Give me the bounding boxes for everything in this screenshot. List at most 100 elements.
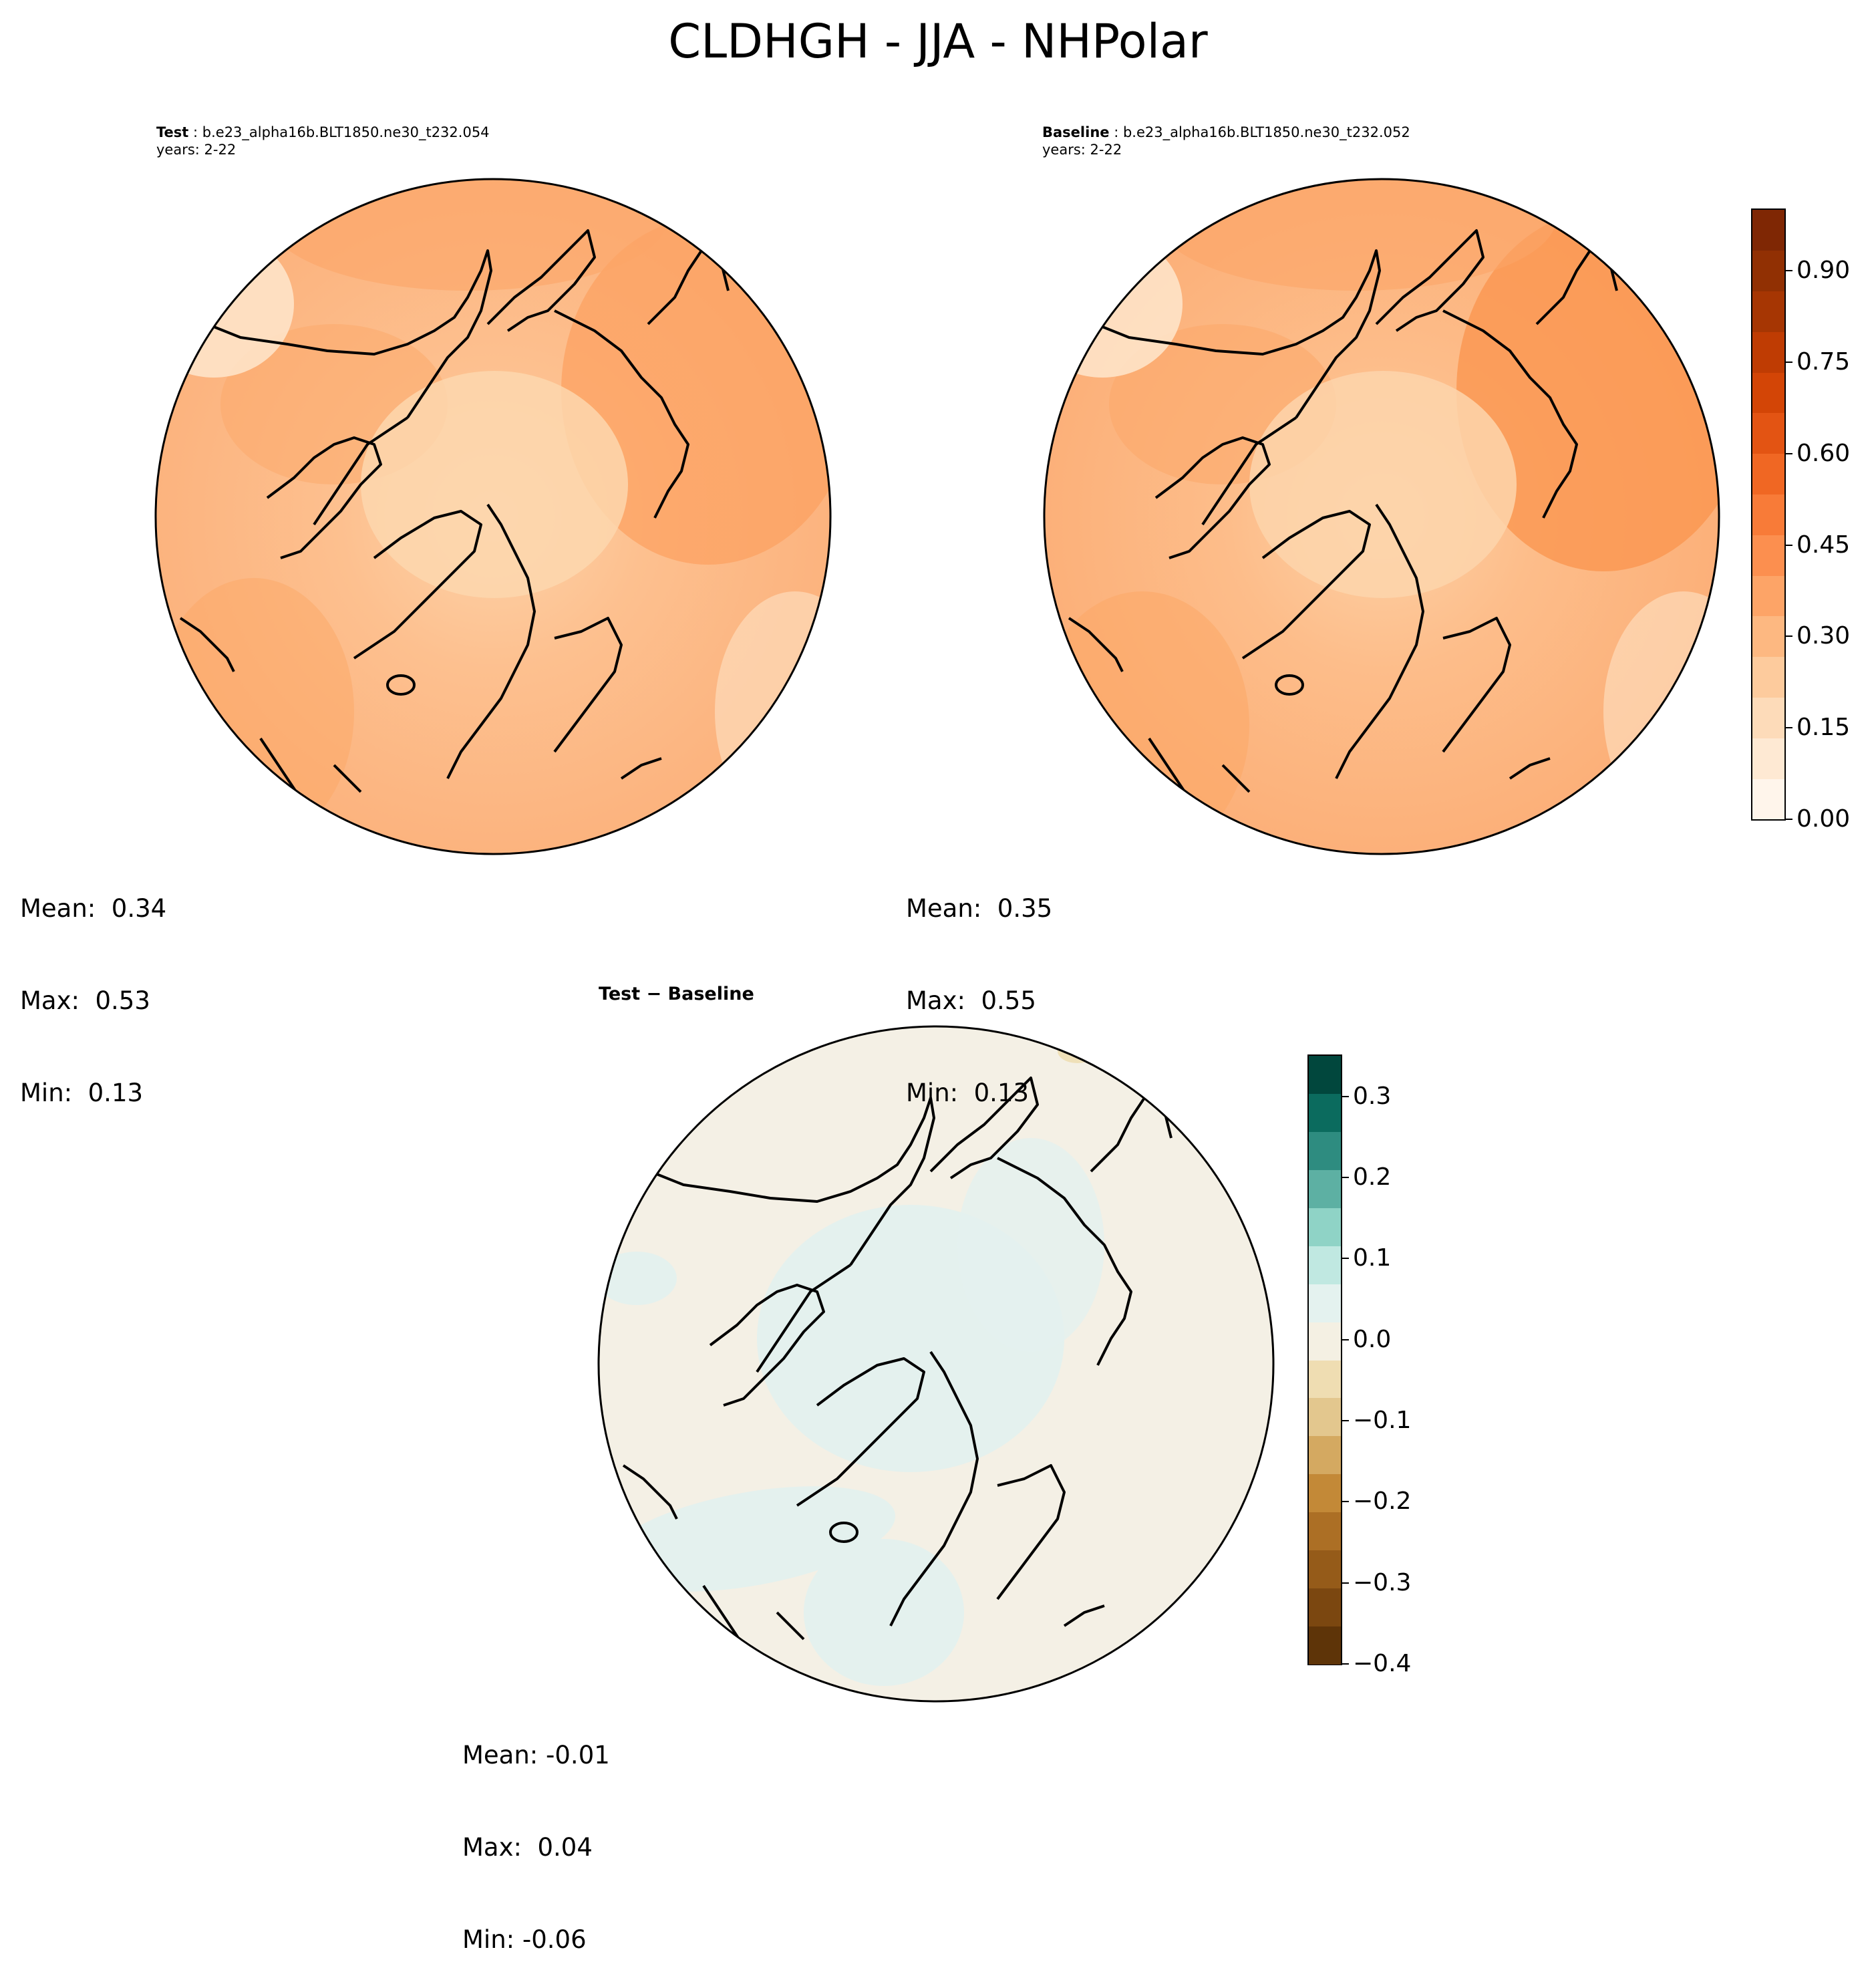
diff-panel-header: Test − Baseline: [599, 984, 754, 1004]
baseline-label: Baseline: [1042, 124, 1110, 140]
diff-field-positive-region: [957, 1138, 1104, 1352]
diff-field-positive-region: [804, 1539, 964, 1686]
diff-colorbar-segment: [1309, 1093, 1341, 1133]
test-coastline-iceland: [386, 674, 416, 696]
diff-colorbar-segment: [1309, 1360, 1341, 1399]
diff-coastline-iceland: [829, 1522, 858, 1543]
main-colorbar-tick-mark: [1786, 362, 1792, 363]
main-colorbar-tick-label: 0.15: [1796, 714, 1851, 742]
main-colorbar-segment: [1752, 291, 1784, 332]
main-colorbar-segment: [1752, 535, 1784, 576]
main-colorbar-tick-mark: [1786, 819, 1792, 820]
main-colorbar-tick-mark: [1786, 635, 1792, 637]
diff-colorbar-tick-label: 0.3: [1353, 1082, 1392, 1110]
diff-colorbar-segment: [1309, 1626, 1341, 1665]
main-colorbar-segment: [1752, 575, 1784, 617]
diff-colorbar-tick-mark: [1342, 1338, 1349, 1340]
diff-colorbar-segment: [1309, 1131, 1341, 1171]
diff-colorbar-tick-mark: [1342, 1501, 1349, 1503]
baseline-field-low-region: [1249, 371, 1517, 598]
diff-colorbar-tick-mark: [1342, 1582, 1349, 1584]
main-colorbar-tick-label: 0.45: [1796, 531, 1851, 559]
diff-colorbar-segment: [1309, 1435, 1341, 1475]
diff-colorbar-segment: [1309, 1512, 1341, 1550]
diff-stat-max: Max: 0.04: [462, 1833, 593, 1862]
test-coastlines: [179, 229, 782, 840]
diff-colorbar-tick-label: 0.2: [1353, 1163, 1392, 1191]
main-colorbar-segment: [1752, 250, 1784, 292]
main-colorbar-tick-mark: [1786, 727, 1792, 729]
main-colorbar-tick-label: 0.30: [1796, 622, 1851, 650]
diff-map: [597, 1025, 1275, 1703]
diff-colorbar-tick-label: −0.3: [1353, 1568, 1412, 1596]
diff-colorbar-tick-label: −0.4: [1353, 1650, 1412, 1677]
diff-colorbar-ticks: 0.3 0.2 0.1 0.0 −0.1 −0.2 −0.3 −0.4: [1342, 1054, 1429, 1677]
test-stats: Mean: 0.34 Max: 0.53 Min: 0.13: [20, 832, 166, 1139]
main-colorbar-segment: [1752, 494, 1784, 535]
diff-colorbar-segment: [1309, 1208, 1341, 1246]
main-colorbar-segment: [1752, 331, 1784, 373]
baseline-years: years: 2-22: [1042, 142, 1122, 158]
diff-field-positive-region: [599, 1252, 677, 1305]
baseline-coastline-iceland: [1275, 674, 1304, 696]
diff-colorbar-tick-mark: [1342, 1420, 1349, 1421]
main-colorbar-tick-label: 0.60: [1796, 439, 1851, 467]
test-map-boundary: [154, 178, 832, 855]
main-colorbar-segment: [1752, 656, 1784, 698]
diff-colorbar-tick-label: −0.1: [1353, 1407, 1412, 1434]
diff-stats: Mean: -0.01 Max: 0.04 Min: -0.06: [462, 1679, 610, 1986]
diff-map-boundary: [597, 1025, 1275, 1703]
diff-colorbar-tick-mark: [1342, 1258, 1349, 1260]
main-colorbar-tick-mark: [1786, 544, 1792, 546]
test-stat-mean: Mean: 0.34: [20, 894, 167, 923]
main-colorbar-segment: [1752, 778, 1784, 820]
baseline-map-boundary: [1043, 178, 1720, 855]
main-colorbar-segment: [1752, 210, 1784, 251]
diff-colorbar: [1307, 1054, 1342, 1665]
diff-colorbar-segment: [1309, 1056, 1341, 1095]
test-field-high-region: [156, 578, 354, 845]
diff-colorbar-tick-mark: [1342, 1095, 1349, 1097]
figure-title: CLDHGH - JJA - NHPolar: [668, 14, 1208, 69]
baseline-case-name: b.e23_alpha16b.BLT1850.ne30_t232.052: [1122, 124, 1410, 140]
main-colorbar-segment: [1752, 453, 1784, 495]
test-stat-min: Min: 0.13: [20, 1079, 144, 1107]
main-colorbar: [1751, 208, 1786, 821]
diff-colorbar-tick-label: 0.1: [1353, 1244, 1392, 1272]
diff-colorbar-segment: [1309, 1473, 1341, 1512]
baseline-map: [1043, 178, 1720, 855]
diff-colorbar-segment: [1309, 1397, 1341, 1437]
baseline-stat-max: Max: 0.55: [906, 986, 1036, 1015]
diff-colorbar-segment: [1309, 1284, 1341, 1322]
diff-stat-mean: Mean: -0.01: [462, 1741, 610, 1769]
main-colorbar-segment: [1752, 697, 1784, 738]
diff-colorbar-segment: [1309, 1322, 1341, 1361]
diff-colorbar-tick-label: −0.2: [1353, 1487, 1412, 1516]
main-colorbar-segment: [1752, 738, 1784, 779]
baseline-stats: Mean: 0.35 Max: 0.55 Min: 0.13: [906, 832, 1052, 1139]
main-colorbar-tick-mark: [1786, 452, 1792, 454]
diff-colorbar-segment: [1309, 1169, 1341, 1208]
main-colorbar-segment: [1752, 616, 1784, 658]
baseline-coastlines: [1068, 229, 1671, 840]
diff-colorbar-segment: [1309, 1550, 1341, 1588]
main-colorbar-segment: [1752, 372, 1784, 414]
main-colorbar-tick-label: 0.90: [1796, 257, 1851, 285]
test-field-low-region: [361, 371, 628, 598]
main-colorbar-tick-label: 0.00: [1796, 805, 1851, 833]
test-case-name: b.e23_alpha16b.BLT1850.ne30_t232.054: [202, 124, 490, 140]
main-colorbar-tick-mark: [1786, 270, 1792, 272]
test-stat-max: Max: 0.53: [20, 986, 150, 1015]
test-years: years: 2-22: [156, 142, 237, 158]
diff-colorbar-tick-label: 0.0: [1353, 1325, 1392, 1353]
diff-colorbar-segment: [1309, 1588, 1341, 1626]
main-colorbar-segment: [1752, 413, 1784, 454]
diff-colorbar-segment: [1309, 1246, 1341, 1284]
baseline-panel-header: Baseline : b.e23_alpha16b.BLT1850.ne30_t…: [1042, 124, 1410, 158]
test-panel-header: Test : b.e23_alpha16b.BLT1850.ne30_t232.…: [156, 124, 490, 158]
test-map: [154, 178, 832, 855]
main-colorbar-ticks: 0.00 0.15 0.30 0.45 0.60 0.75 0.90: [1786, 208, 1866, 833]
diff-colorbar-tick-mark: [1342, 1663, 1349, 1665]
baseline-stat-mean: Mean: 0.35: [906, 894, 1053, 923]
test-label: Test: [156, 124, 189, 140]
